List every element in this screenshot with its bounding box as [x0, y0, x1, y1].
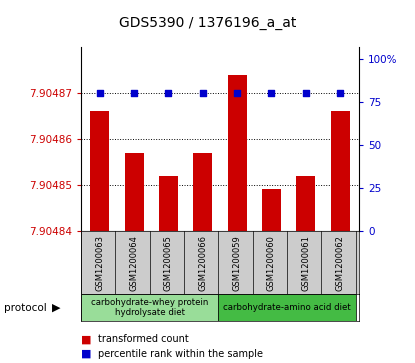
Point: [234, 90, 240, 96]
Bar: [193, 152, 212, 231]
Point: [268, 90, 275, 96]
Bar: [296, 176, 315, 231]
Text: GSM1200063: GSM1200063: [95, 235, 104, 291]
Text: GSM1200061: GSM1200061: [301, 235, 310, 291]
Text: GSM1200060: GSM1200060: [267, 235, 276, 291]
Text: transformed count: transformed count: [98, 334, 188, 344]
Text: GSM1200065: GSM1200065: [164, 235, 173, 291]
Bar: [90, 111, 109, 231]
Bar: [218, 294, 356, 321]
Text: GDS5390 / 1376196_a_at: GDS5390 / 1376196_a_at: [119, 16, 296, 30]
Point: [96, 90, 103, 96]
Bar: [124, 152, 144, 231]
Text: GSM1200062: GSM1200062: [336, 235, 344, 291]
Text: protocol: protocol: [4, 303, 47, 313]
Text: GSM1200066: GSM1200066: [198, 235, 207, 291]
Point: [200, 90, 206, 96]
Bar: [228, 75, 247, 231]
Text: GSM1200064: GSM1200064: [129, 235, 139, 291]
Point: [131, 90, 137, 96]
Text: carbohydrate-whey protein
hydrolysate diet: carbohydrate-whey protein hydrolysate di…: [91, 298, 208, 317]
Text: ■: ■: [81, 334, 91, 344]
Text: GSM1200059: GSM1200059: [233, 235, 242, 291]
Bar: [331, 111, 349, 231]
Text: ▶: ▶: [52, 303, 60, 313]
Point: [165, 90, 172, 96]
Bar: [262, 189, 281, 231]
Bar: [159, 176, 178, 231]
Point: [337, 90, 344, 96]
Text: carbohydrate-amino acid diet: carbohydrate-amino acid diet: [223, 303, 351, 312]
Text: percentile rank within the sample: percentile rank within the sample: [98, 349, 263, 359]
Text: ■: ■: [81, 349, 91, 359]
Bar: [81, 294, 218, 321]
Point: [303, 90, 309, 96]
